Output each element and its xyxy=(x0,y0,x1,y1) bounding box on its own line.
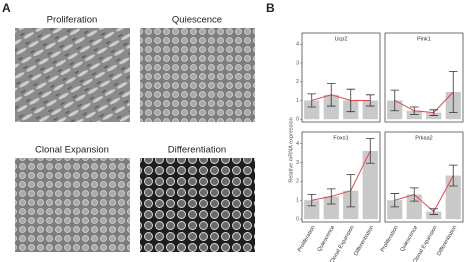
bar xyxy=(406,110,422,120)
bar xyxy=(304,100,320,120)
x-tick-label: Differentiation xyxy=(353,225,375,257)
bar xyxy=(323,196,339,220)
image-caption: Quiescence xyxy=(172,15,222,26)
bar xyxy=(304,200,320,220)
error-bar xyxy=(409,187,419,202)
bar xyxy=(406,194,422,220)
y-tick-label: 3 xyxy=(296,60,299,66)
error-bar xyxy=(307,194,317,207)
bar xyxy=(387,200,403,220)
panel-title: Foxo1 xyxy=(333,135,348,141)
y-axis-label: Relative mRNA expression xyxy=(288,117,294,182)
error-bar xyxy=(307,93,317,108)
y-tick-label: 0 xyxy=(296,217,299,223)
error-bar xyxy=(409,106,419,115)
error-bar xyxy=(346,174,356,208)
micrograph xyxy=(15,28,130,122)
y-tick-label: 1 xyxy=(296,198,299,204)
y-tick-label: 3 xyxy=(296,160,299,166)
x-tick-label: Proliferation xyxy=(297,225,317,253)
panel-label: B xyxy=(266,1,275,15)
bar xyxy=(323,94,339,120)
x-tick-label: Quiescence xyxy=(400,225,420,253)
error-bar xyxy=(429,208,439,215)
panel-label: A xyxy=(2,1,11,15)
image-caption: Clonal Expansion xyxy=(35,145,109,156)
x-tick-label: Quiescence xyxy=(317,225,337,253)
trend-line xyxy=(394,91,454,114)
trend-line xyxy=(311,94,371,101)
error-bar xyxy=(429,109,439,116)
y-tick-label: 0 xyxy=(296,117,299,123)
x-tick-label: Proliferation xyxy=(380,225,400,253)
panel xyxy=(384,131,464,223)
bar xyxy=(362,100,378,120)
bar xyxy=(426,211,442,220)
trend-line xyxy=(311,150,371,201)
error-bar xyxy=(390,89,400,112)
error-bar xyxy=(448,71,458,114)
error-bar xyxy=(365,94,375,107)
panel-title: Pink1 xyxy=(417,36,431,42)
error-bar xyxy=(346,88,356,113)
image-caption: Proliferation xyxy=(47,15,98,26)
panel-title: Ucp2 xyxy=(335,36,348,42)
error-bar xyxy=(326,188,336,205)
bar xyxy=(426,112,442,120)
y-tick-label: 2 xyxy=(296,79,299,85)
error-bar xyxy=(365,138,375,164)
error-bar xyxy=(448,164,458,187)
y-tick-label: 4 xyxy=(296,141,299,147)
bar xyxy=(445,175,461,220)
micrograph xyxy=(15,158,130,252)
y-tick-label: 4 xyxy=(296,42,299,48)
y-tick-label: 2 xyxy=(296,179,299,185)
image-caption: Differentiation xyxy=(168,145,226,156)
error-bar xyxy=(326,83,336,107)
y-tick-label: 1 xyxy=(296,98,299,104)
bar xyxy=(362,150,378,220)
panel xyxy=(301,32,381,123)
trend-line xyxy=(394,175,454,213)
x-tick-label: Differentiation xyxy=(436,225,458,257)
panel xyxy=(301,131,381,223)
panel xyxy=(384,32,464,123)
panel-title: Prkaa2 xyxy=(415,135,432,141)
micrograph xyxy=(140,158,255,252)
error-bar xyxy=(390,193,400,208)
micrograph xyxy=(140,28,255,122)
